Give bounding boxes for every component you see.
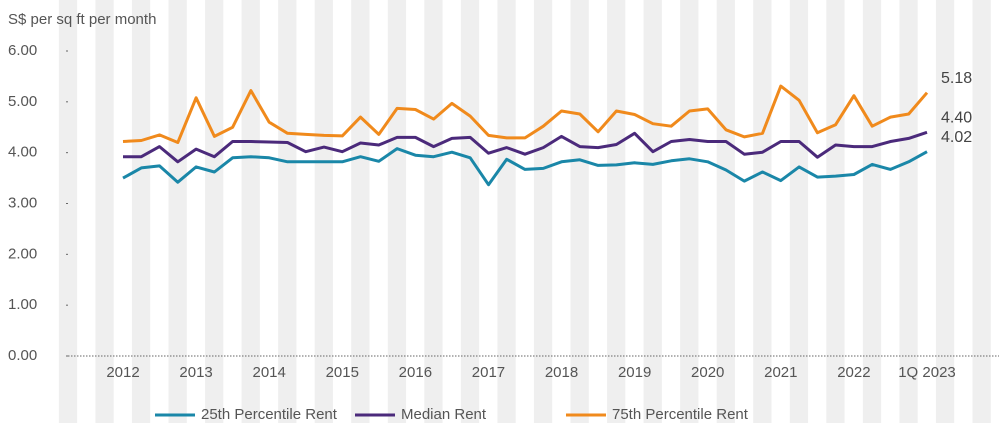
stripe bbox=[95, 0, 114, 423]
stripe bbox=[789, 0, 809, 423]
stripe bbox=[680, 0, 699, 423]
x-tick-label: 2014 bbox=[252, 364, 285, 381]
y-axis-label: S$ per sq ft per month bbox=[8, 11, 156, 28]
series-line bbox=[123, 130, 928, 164]
y-tick-label: 6.00 bbox=[8, 42, 37, 59]
x-tick-label: 2018 bbox=[545, 364, 578, 381]
end-label: 5.18 bbox=[941, 70, 972, 87]
stripe bbox=[351, 0, 370, 423]
series-line bbox=[122, 147, 928, 187]
stripe bbox=[424, 0, 443, 423]
stripe bbox=[58, 0, 78, 423]
x-tick-label: 2021 bbox=[764, 364, 797, 381]
background-stripes bbox=[58, 0, 991, 423]
stripe bbox=[241, 0, 260, 423]
stripe bbox=[607, 0, 626, 423]
y-tick-label: 1.00 bbox=[8, 296, 37, 313]
end-label: 4.40 bbox=[941, 110, 972, 127]
x-tick-label: 2015 bbox=[326, 364, 359, 381]
x-tick-label: 2016 bbox=[399, 364, 432, 381]
y-tick-label: 3.00 bbox=[8, 194, 37, 211]
y-tick-label: 0.00 bbox=[8, 347, 37, 364]
x-tick-label: 2017 bbox=[472, 364, 505, 381]
series-line bbox=[122, 84, 929, 144]
stripe bbox=[826, 0, 845, 423]
legend-label: 25th Percentile Rent bbox=[201, 406, 338, 423]
legend-label: 75th Percentile Rent bbox=[612, 406, 749, 423]
y-tick-label: 5.00 bbox=[8, 93, 37, 110]
end-label: 4.02 bbox=[941, 129, 972, 146]
y-tick-label: 4.00 bbox=[8, 144, 37, 161]
stripe bbox=[935, 0, 955, 423]
x-tick-label: 2022 bbox=[837, 364, 870, 381]
stripe bbox=[497, 0, 516, 423]
stripe bbox=[643, 0, 662, 423]
y-tick-label: 2.00 bbox=[8, 245, 37, 262]
stripe bbox=[460, 0, 480, 423]
stripe bbox=[533, 0, 553, 423]
stripe bbox=[716, 0, 735, 423]
stripe bbox=[570, 0, 589, 423]
stripe bbox=[972, 0, 991, 423]
stripe bbox=[862, 0, 882, 423]
x-tick-label: 2013 bbox=[179, 364, 212, 381]
x-tick-label: 2012 bbox=[106, 364, 139, 381]
stripe bbox=[131, 0, 151, 423]
stripe bbox=[168, 0, 187, 423]
legend-label: Median Rent bbox=[401, 406, 487, 423]
x-tick-label: 2020 bbox=[691, 364, 724, 381]
stripe bbox=[314, 0, 333, 423]
x-tick-label: 1Q 2023 bbox=[898, 364, 956, 381]
x-tick-label: 2019 bbox=[618, 364, 651, 381]
stripe bbox=[387, 0, 407, 423]
stripe bbox=[278, 0, 297, 423]
stripe bbox=[753, 0, 772, 423]
stripe bbox=[899, 0, 918, 423]
stripe bbox=[205, 0, 224, 423]
